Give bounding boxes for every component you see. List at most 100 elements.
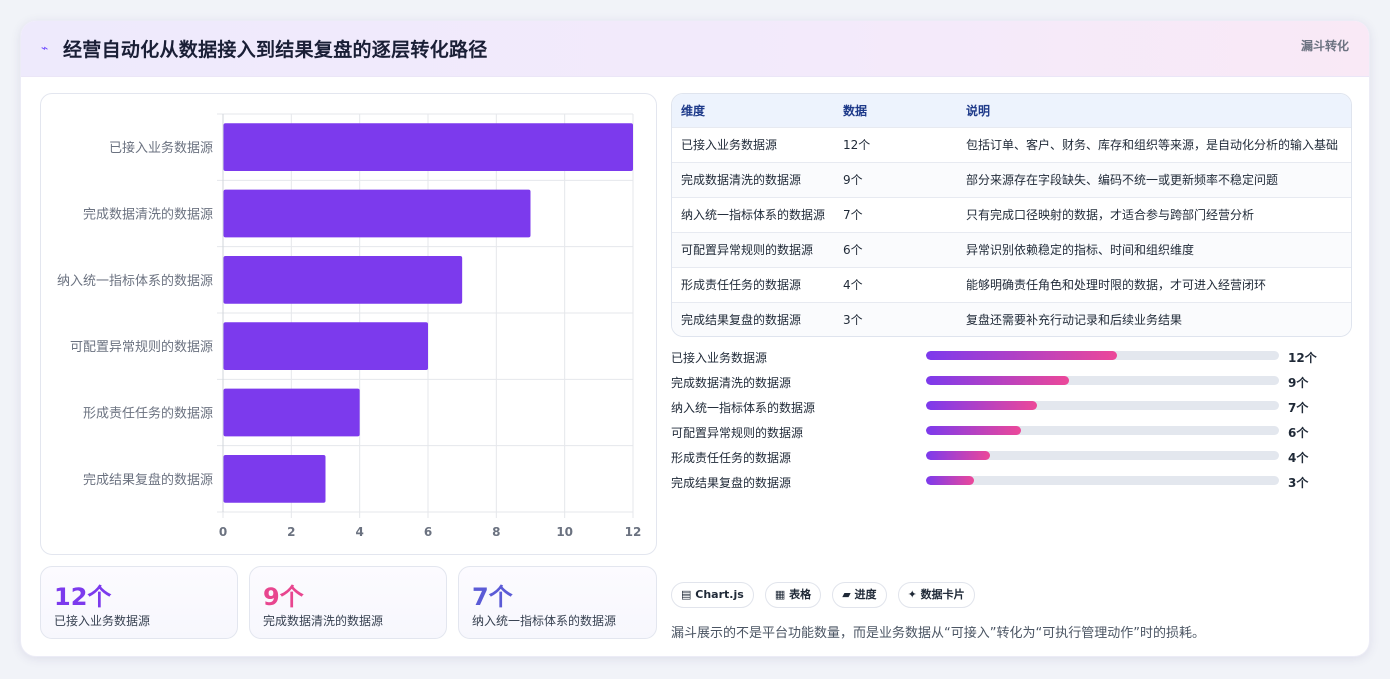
progress-track	[926, 451, 1279, 460]
table-cell-dimension: 完成数据清洗的数据源	[681, 173, 802, 187]
progress-fill	[926, 351, 1117, 360]
chip-chartjs[interactable]: ▤ Chart.js	[671, 582, 754, 608]
footnote: 漏斗展示的不是平台功能数量，而是业务数据从“可接入”转化为“可执行管理动作”时的…	[671, 626, 1205, 641]
stat-card-3: 7个 纳入统一指标体系的数据源	[458, 566, 657, 639]
table-cell-data: 9个	[843, 173, 863, 187]
table-header-desc: 说明	[966, 103, 991, 118]
progress-value: 7个	[1288, 401, 1309, 415]
bar-chart-panel: 0 2 4 6 8 10 12 已接入业务数据源 完成数据清洗的数据源 纳入统一指标体系的数据源可…	[40, 93, 657, 555]
progress-row: 纳入统一指标体系的数据源 7个	[671, 396, 1351, 421]
progress-label: 纳入统一指标体系的数据源	[671, 401, 816, 415]
progress-track	[926, 376, 1279, 385]
stat-value: 9个	[263, 583, 304, 611]
chip-label: 表格	[789, 588, 812, 601]
table-cell-dimension: 纳入统一指标体系的数据源	[681, 208, 826, 222]
table-cell-desc: 包括订单、客户、财务、库存和组织等来源，是自动化分析的输入基础	[966, 138, 1339, 152]
progress-fill	[926, 476, 974, 485]
table-header-data: 数据	[843, 103, 868, 118]
table-cell-data: 7个	[843, 208, 863, 222]
chip-table[interactable]: ▦ 表格	[764, 582, 822, 608]
bar	[223, 388, 360, 437]
progress-value: 3个	[1288, 476, 1309, 490]
table-header-row: 维度 数据 说明	[672, 94, 1351, 127]
stat-label: 纳入统一指标体系的数据源	[472, 614, 617, 628]
table-cell-desc: 部分来源存在字段缺失、编码不统一或更新频率不稳定问题	[966, 173, 1279, 187]
bar	[223, 189, 531, 238]
x-tick-label: 10	[556, 525, 573, 539]
chip-data-card[interactable]: ✦ 数据卡片	[897, 582, 975, 608]
table-row: 完成结果复盘的数据源 3个 复盘还需要补充行动记录和后续业务结果	[672, 302, 1351, 336]
stat-value: 12个	[54, 583, 112, 611]
chip-label: 数据卡片	[920, 588, 965, 601]
table-cell-desc: 能够明确责任角色和处理时限的数据，才可进入经营闭环	[966, 278, 1267, 292]
progress-track	[926, 401, 1279, 410]
chip-label: 进度	[854, 588, 877, 601]
table-cell-data: 12个	[843, 138, 871, 152]
progress-track	[926, 476, 1279, 485]
y-tick-label: 纳入统一指标体系的数据源	[57, 273, 213, 289]
table-row: 已接入业务数据源 12个 包括订单、客户、财务、库存和组织等来源，是自动化分析的…	[672, 127, 1351, 162]
progress-label: 可配置异常规则的数据源	[671, 426, 804, 440]
progress-icon: ▰	[842, 588, 851, 601]
bar	[223, 123, 633, 172]
sparkle-icon: ✦	[907, 588, 917, 601]
progress-fill	[926, 426, 1022, 435]
progress-value: 9个	[1288, 376, 1309, 390]
chip-row: ▤ Chart.js ▦ 表格 ▰ 进度 ✦ 数据卡片	[671, 582, 981, 608]
data-table-wrap: 维度 数据 说明 已接入业务数据源 12个 包括订单、客户、财务、库存和组织等来…	[671, 93, 1352, 337]
table-cell-data: 6个	[843, 243, 863, 257]
chip-label: Chart.js	[695, 588, 744, 601]
progress-fill	[926, 401, 1038, 410]
y-tick-label: 形成责任任务的数据源	[83, 406, 213, 422]
card-header: ⌁ 经营自动化从数据接入到结果复盘的逐层转化路径 漏斗转化	[21, 21, 1369, 77]
progress-track	[926, 426, 1279, 435]
table-cell-desc: 异常识别依赖稳定的指标、时间和组织维度	[966, 243, 1195, 257]
progress-row: 完成数据清洗的数据源 9个	[671, 371, 1351, 396]
progress-value: 4个	[1288, 451, 1309, 465]
main-card: ⌁ 经营自动化从数据接入到结果复盘的逐层转化路径 漏斗转化 0 2 4 6 8 10 12 已…	[20, 20, 1370, 657]
progress-track	[926, 351, 1279, 360]
x-tick-label: 2	[287, 525, 295, 539]
y-tick-label: 完成结果复盘的数据源	[83, 472, 213, 488]
bar	[223, 322, 428, 371]
progress-row: 可配置异常规则的数据源 6个	[671, 421, 1351, 446]
progress-list: 已接入业务数据源 12个 完成数据清洗的数据源 9个 纳入统一指标体系的数据源 …	[671, 346, 1351, 496]
progress-label: 已接入业务数据源	[671, 351, 768, 365]
table-row: 纳入统一指标体系的数据源 7个 只有完成口径映射的数据，才适合参与跨部门经营分析	[672, 197, 1351, 232]
progress-label: 形成责任任务的数据源	[671, 451, 792, 465]
bar	[223, 255, 463, 304]
stat-card-1: 12个 已接入业务数据源	[40, 566, 238, 639]
page-title: 经营自动化从数据接入到结果复盘的逐层转化路径	[63, 39, 488, 61]
chip-progress[interactable]: ▰ 进度	[832, 582, 887, 608]
table-row: 形成责任任务的数据源 4个 能够明确责任角色和处理时限的数据，才可进入经营闭环	[672, 267, 1351, 302]
table-cell-dimension: 形成责任任务的数据源	[681, 278, 802, 292]
progress-label: 完成数据清洗的数据源	[671, 376, 792, 390]
data-table: 维度 数据 说明 已接入业务数据源 12个 包括订单、客户、财务、库存和组织等来…	[672, 94, 1351, 336]
progress-value: 12个	[1288, 351, 1317, 365]
pulse-icon: ⌁	[41, 41, 49, 55]
funnel-tag: 漏斗转化	[1300, 39, 1349, 53]
table-cell-dimension: 可配置异常规则的数据源	[681, 243, 814, 257]
table-cell-data: 4个	[843, 278, 863, 292]
table-cell-desc: 复盘还需要补充行动记录和后续业务结果	[966, 313, 1183, 328]
chart-icon: ▤	[681, 588, 692, 601]
table-row: 可配置异常规则的数据源 6个 异常识别依赖稳定的指标、时间和组织维度	[672, 232, 1351, 267]
table-cell-desc: 只有完成口径映射的数据，才适合参与跨部门经营分析	[966, 208, 1255, 222]
x-tick-label: 12	[625, 525, 642, 539]
stat-label: 已接入业务数据源	[54, 614, 151, 628]
table-header-dimension: 维度	[681, 103, 706, 118]
progress-row: 形成责任任务的数据源 4个	[671, 446, 1351, 471]
progress-row: 完成结果复盘的数据源 3个	[671, 471, 1351, 496]
table-cell-dimension: 完成结果复盘的数据源	[681, 313, 802, 328]
stat-label: 完成数据清洗的数据源	[263, 614, 384, 628]
progress-row: 已接入业务数据源 12个	[671, 346, 1351, 371]
y-tick-label: 完成数据清洗的数据源	[83, 207, 213, 223]
x-tick-label: 8	[492, 525, 500, 539]
progress-fill	[926, 376, 1069, 385]
stat-value: 7个	[472, 583, 513, 611]
bar	[223, 454, 326, 503]
progress-label: 完成结果复盘的数据源	[671, 476, 792, 490]
x-tick-label: 0	[219, 525, 227, 539]
table-row: 完成数据清洗的数据源 9个 部分来源存在字段缺失、编码不统一或更新频率不稳定问题	[672, 162, 1351, 197]
progress-fill	[926, 451, 990, 460]
